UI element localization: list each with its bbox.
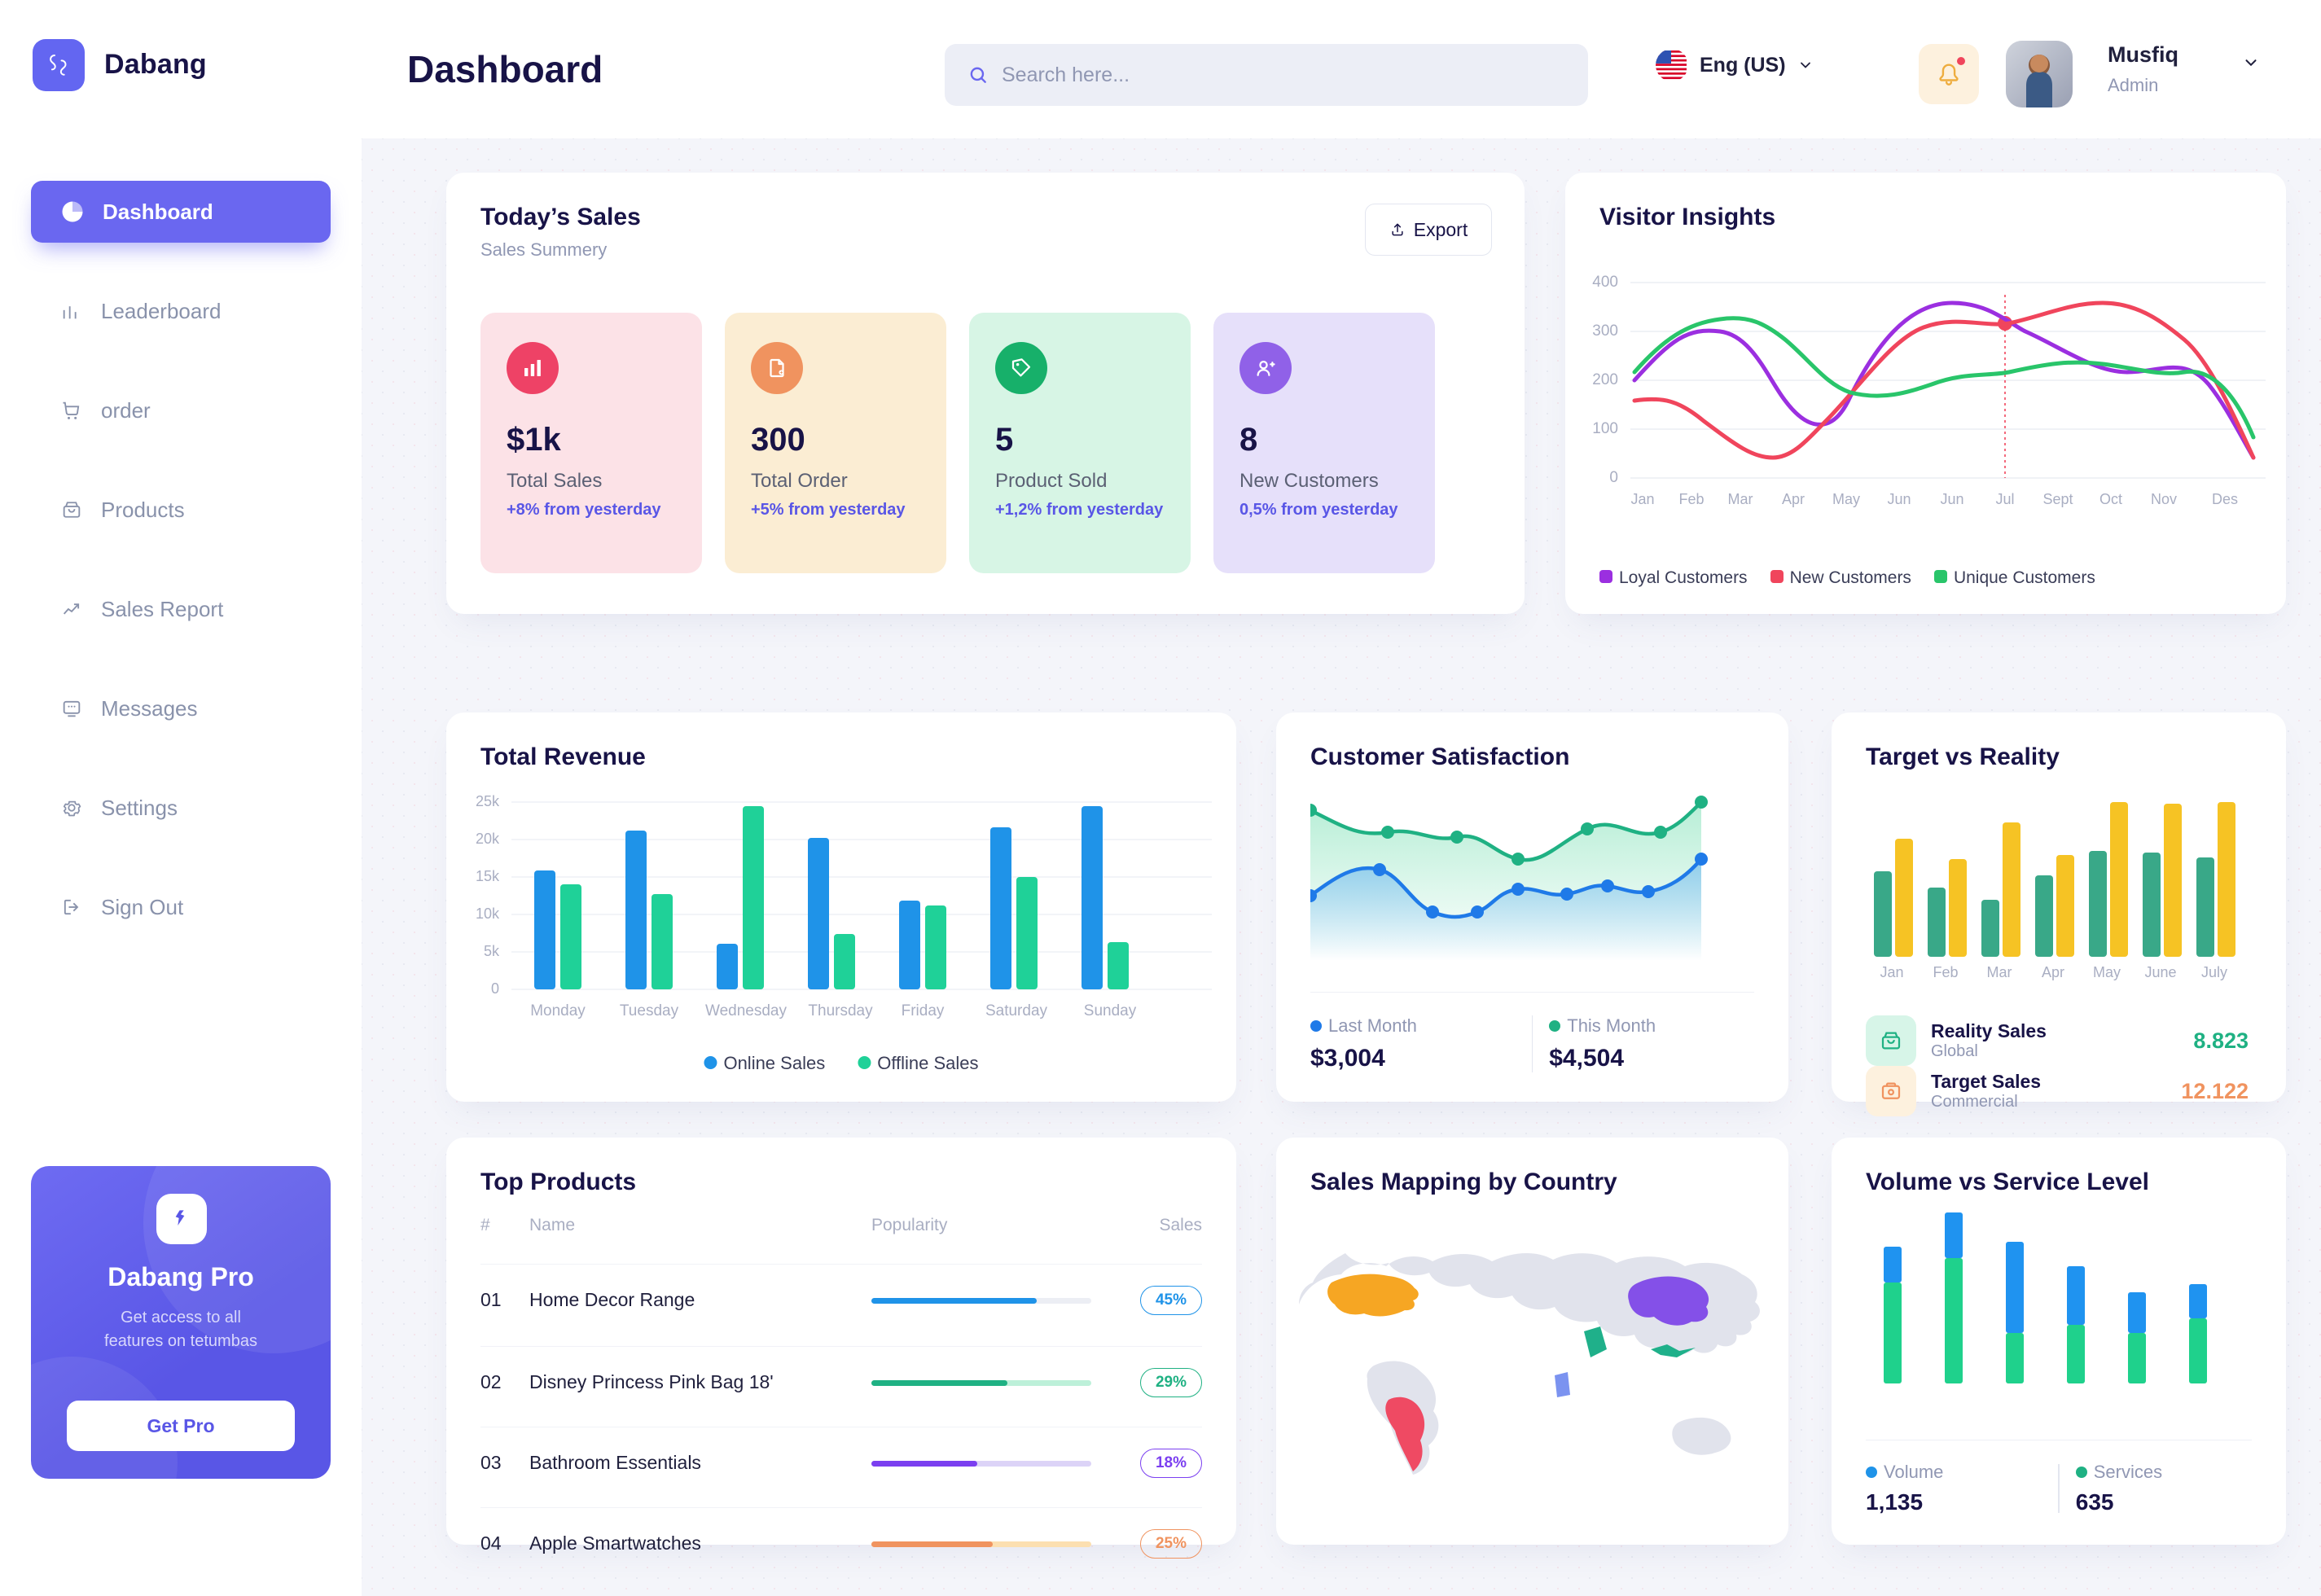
svg-text:Jun: Jun [1887, 491, 1911, 507]
svg-text:Sept: Sept [2042, 491, 2073, 507]
svg-text:Jan: Jan [1880, 964, 1903, 980]
svg-text:25k: 25k [476, 793, 500, 809]
svg-text:July: July [2201, 964, 2227, 980]
svg-text:Oct: Oct [2099, 491, 2122, 507]
svg-text:Feb: Feb [1933, 964, 1958, 980]
svg-text:May: May [2093, 964, 2121, 980]
svg-text:Apr: Apr [2042, 964, 2064, 980]
svg-text:Monday: Monday [530, 1002, 586, 1019]
svg-text:400: 400 [1592, 274, 1618, 291]
svg-text:Tuesday: Tuesday [620, 1002, 679, 1019]
svg-text:Des: Des [2212, 491, 2238, 507]
svg-text:300: 300 [1592, 322, 1618, 340]
svg-text:Friday: Friday [902, 1002, 945, 1019]
svg-text:Saturday: Saturday [985, 1002, 1048, 1019]
svg-text:0: 0 [491, 980, 499, 997]
svg-text:100: 100 [1592, 420, 1618, 437]
svg-text:Mar: Mar [1728, 491, 1753, 507]
svg-text:Mar: Mar [1987, 964, 2012, 980]
svg-text:15k: 15k [476, 868, 500, 884]
svg-text:Sunday: Sunday [1084, 1002, 1137, 1019]
svg-text:5k: 5k [484, 943, 500, 959]
svg-text:10k: 10k [476, 905, 500, 922]
svg-text:0: 0 [1609, 469, 1618, 486]
svg-text:Feb: Feb [1678, 491, 1704, 507]
svg-text:200: 200 [1592, 371, 1618, 388]
svg-text:Jul: Jul [1995, 491, 2014, 507]
svg-text:Apr: Apr [1782, 491, 1805, 507]
svg-text:20k: 20k [476, 831, 500, 847]
svg-text:Jan: Jan [1630, 491, 1654, 507]
svg-text:Thursday: Thursday [808, 1002, 873, 1019]
svg-text:Nov: Nov [2151, 491, 2177, 507]
svg-text:Wednesday: Wednesday [705, 1002, 787, 1019]
svg-text:Jun: Jun [1940, 491, 1963, 507]
svg-text:May: May [1832, 491, 1860, 507]
svg-text:June: June [2144, 964, 2176, 980]
